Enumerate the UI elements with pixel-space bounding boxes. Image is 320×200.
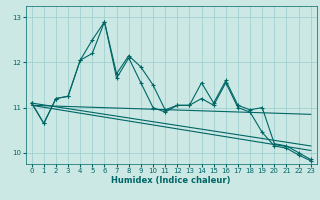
X-axis label: Humidex (Indice chaleur): Humidex (Indice chaleur): [111, 176, 231, 185]
